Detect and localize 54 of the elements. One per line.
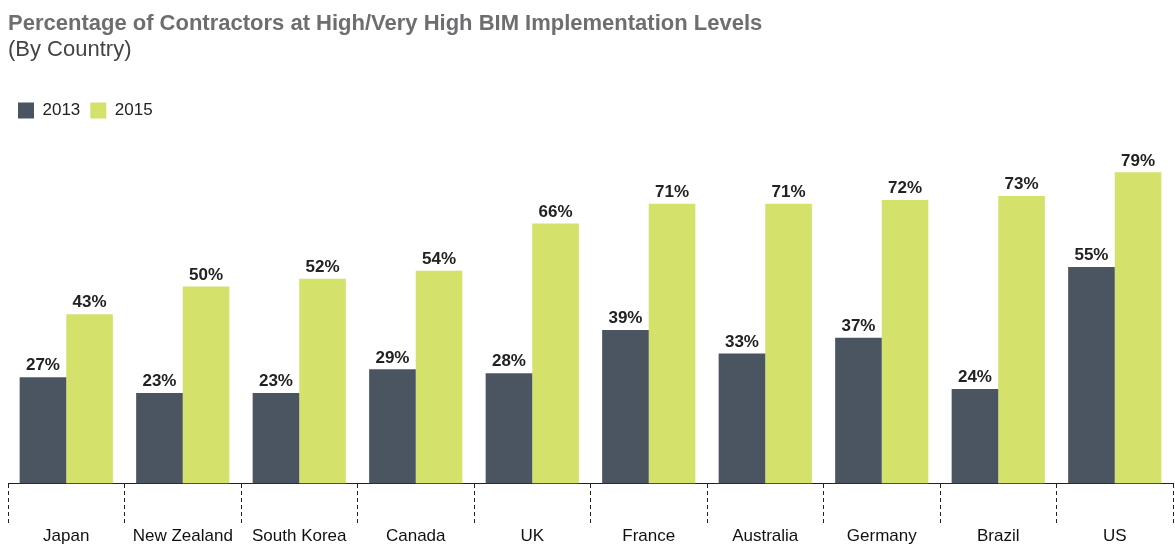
chart-title: Percentage of Contractors at High/Very High BIM Implementation Levels	[8, 10, 763, 36]
x-tick-label: UK	[520, 526, 545, 546]
data-label: 27%	[25, 355, 60, 375]
data-label: 39%	[608, 308, 643, 328]
legend-label: 2013	[42, 100, 81, 120]
bar	[252, 392, 300, 484]
data-label: 71%	[655, 182, 690, 202]
data-label: 29%	[375, 347, 410, 367]
data-label: 54%	[422, 249, 457, 269]
data-label: 28%	[491, 351, 526, 371]
bar	[1068, 266, 1115, 484]
data-label: 66%	[538, 201, 573, 221]
data-label: 33%	[724, 331, 759, 351]
x-tick-label: US	[1102, 526, 1127, 546]
bar	[765, 203, 812, 484]
x-tick-label: Japan	[43, 526, 90, 546]
bar	[369, 369, 416, 484]
legend-label: 2015	[114, 100, 153, 120]
bar	[485, 373, 533, 484]
bar	[951, 389, 999, 484]
x-tick-label: Australia	[732, 526, 799, 546]
bar	[881, 199, 929, 484]
data-label: 24%	[957, 367, 992, 387]
data-label: 79%	[1121, 150, 1156, 170]
bar	[66, 314, 113, 484]
bar	[299, 278, 346, 484]
data-label: 37%	[841, 316, 876, 336]
x-tick-label: Germany	[846, 526, 918, 546]
bar	[1114, 172, 1162, 484]
x-tick-label: South Korea	[251, 526, 348, 546]
data-label: 55%	[1074, 245, 1109, 265]
x-tick-label: New Zealand	[132, 526, 233, 546]
data-label: 72%	[888, 178, 923, 198]
bar	[835, 337, 882, 484]
bar	[602, 329, 649, 484]
bar	[19, 377, 67, 484]
chart-subtitle: (By Country)	[8, 36, 133, 62]
bar	[415, 270, 463, 484]
data-label: 23%	[142, 371, 177, 391]
data-label: 73%	[1004, 174, 1039, 194]
bar	[182, 286, 230, 484]
data-label: 23%	[258, 371, 293, 391]
x-tick-label: Canada	[385, 526, 447, 546]
bar	[532, 223, 579, 484]
data-label: 43%	[72, 292, 107, 312]
bar	[998, 195, 1045, 484]
data-label: 71%	[771, 182, 806, 202]
bar	[136, 392, 183, 484]
bar	[648, 203, 696, 484]
bar	[718, 353, 766, 484]
data-label: 50%	[189, 264, 224, 284]
data-label: 52%	[305, 256, 340, 276]
x-tick-label: France	[622, 526, 676, 546]
x-tick-label: Brazil	[976, 526, 1020, 546]
